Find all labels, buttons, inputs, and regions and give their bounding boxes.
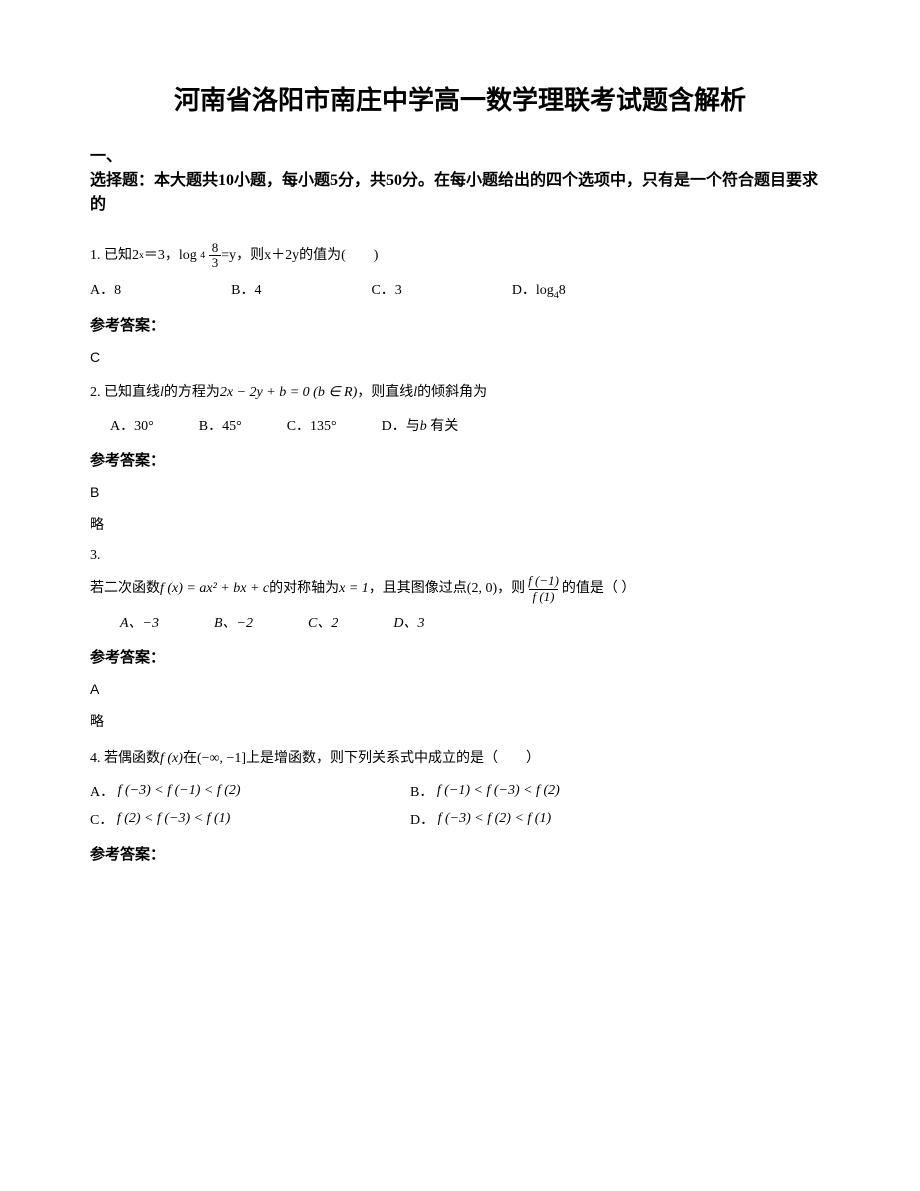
q1-log-expr: log 4 8 3 =y [179, 241, 236, 271]
question-4-text: 4. 若偶函数 f (x) 在 (−∞, −1] 上是增函数，则下列关系式中成立… [90, 745, 830, 773]
q3-optD: D、3 [393, 612, 424, 632]
answer-label-1: 参考答案： [90, 314, 830, 335]
q2-optD-var: b [420, 419, 427, 434]
q4-optB-label: B． [410, 781, 433, 801]
question-3: 若二次函数 f (x) = ax² + bx + c 的对称轴为 x = 1 ，… [90, 574, 830, 604]
q3-sym: x = 1 [339, 575, 369, 603]
q1-prefix: 1. 已知2 [90, 242, 139, 270]
q1-frac: 8 3 [209, 241, 222, 271]
answer-label-3: 参考答案： [90, 646, 830, 667]
q2-mid1: 的方程为 [164, 379, 220, 407]
question-2-text: 2. 已知直线 l 的方程为 2x − 2y + b = 0 (b ∈ R) ，… [90, 379, 830, 407]
q4-optC-val: f (2) < f (−3) < f (1) [117, 811, 230, 827]
q4-optC: C． f (2) < f (−3) < f (1) [90, 809, 370, 829]
question-1-text: 1. 已知2x＝3， log 4 8 3 =y ，则x＋2y的值为( ) [90, 241, 830, 271]
answer-1: C [90, 349, 830, 365]
q4-mid1: 在 [183, 745, 197, 773]
q2-optB: B．45° [199, 415, 242, 435]
q2-optA-label: A． [110, 419, 134, 434]
q2-optC-label: C． [287, 419, 310, 434]
q2-suffix: 的倾斜角为 [417, 379, 487, 407]
q2-optD-label: D．与 [382, 419, 420, 434]
q3-fx: f (x) = ax² + bx + c [160, 575, 269, 603]
q3-frac-num: f (−1) [525, 574, 562, 588]
q4-optB: B． f (−1) < f (−3) < f (2) [410, 781, 690, 801]
q2-optB-label: B． [199, 419, 222, 434]
q3-optC: C、2 [308, 612, 338, 632]
q4-optD-val: f (−3) < f (2) < f (1) [438, 811, 551, 827]
q3-optA: A、−3 [120, 612, 159, 632]
q4-optA: A． f (−3) < f (−1) < f (2) [90, 781, 370, 801]
answer-label-2: 参考答案： [90, 449, 830, 470]
question-2: 2. 已知直线 l 的方程为 2x − 2y + b = 0 (b ∈ R) ，… [90, 379, 830, 407]
q4-prefix: 4. 若偶函数 [90, 745, 160, 773]
q4-optD: D． f (−3) < f (2) < f (1) [410, 809, 690, 829]
q1-optB: B．4 [231, 279, 261, 301]
q3-frac: f (−1) f (1) [525, 574, 562, 604]
q1-optC: C．3 [371, 279, 401, 301]
answer-label-4: 参考答案： [90, 843, 830, 864]
q2-optA: A．30° [110, 415, 154, 435]
q3-frac-den: f (1) [529, 589, 557, 604]
q4-optC-label: C． [90, 809, 113, 829]
answer-3: A [90, 681, 830, 697]
q2-options: A．30° B．45° C．135° D．与b 有关 [90, 415, 830, 435]
q4-interval: (−∞, −1] [197, 745, 246, 773]
q1-options: A．8 B．4 C．3 D．log48 [90, 279, 830, 301]
q2-eq: 2x − 2y + b = 0 (b ∈ R) [220, 379, 357, 407]
answer-2-note: 略 [90, 514, 830, 534]
q1-mid1: ＝3， [144, 242, 179, 270]
section-number: 一、 [90, 148, 122, 165]
section-desc: 选择题：本大题共10小题，每小题5分，共50分。在每小题给出的四个选项中，只有是… [90, 172, 818, 213]
q3-optB: B、−2 [214, 612, 253, 632]
q1-suffix: ，则x＋2y的值为( ) [236, 242, 378, 270]
q1-optD-post: 8 [559, 283, 566, 298]
q2-optC-val: 135° [310, 419, 337, 434]
question-1: 1. 已知2x＝3， log 4 8 3 =y ，则x＋2y的值为( ) [90, 241, 830, 271]
q3-options: A、−3 B、−2 C、2 D、3 [90, 612, 830, 632]
question-4: 4. 若偶函数 f (x) 在 (−∞, −1] 上是增函数，则下列关系式中成立… [90, 745, 830, 773]
q3-suffix: 的值是（ ） [562, 575, 636, 603]
q2-optB-val: 45° [222, 419, 242, 434]
q4-optB-val: f (−1) < f (−3) < f (2) [437, 783, 560, 799]
q2-optD: D．与b 有关 [382, 415, 459, 435]
q1-eq: =y [221, 242, 236, 270]
section-header: 一、 选择题：本大题共10小题，每小题5分，共50分。在每小题给出的四个选项中，… [90, 145, 830, 217]
q1-optD: D．log48 [512, 279, 566, 301]
q2-prefix: 2. 已知直线 [90, 379, 160, 407]
q2-optC: C．135° [287, 415, 337, 435]
question-3-text: 若二次函数 f (x) = ax² + bx + c 的对称轴为 x = 1 ，… [90, 574, 830, 604]
q4-suffix: 上是增函数，则下列关系式中成立的是（ ） [246, 745, 540, 773]
q1-optA: A．8 [90, 279, 121, 301]
q1-log-base: 4 [200, 246, 205, 266]
q1-frac-num: 8 [209, 241, 222, 255]
q4-optD-label: D． [410, 809, 434, 829]
q4-options: A． f (−3) < f (−1) < f (2) B． f (−1) < f… [90, 781, 830, 829]
page-title: 河南省洛阳市南庄中学高一数学理联考试题含解析 [90, 80, 830, 117]
q2-optA-val: 30° [134, 419, 154, 434]
answer-2: B [90, 484, 830, 500]
q3-mid2: ，且其图像过点 [369, 575, 467, 603]
answer-3-note: 略 [90, 711, 830, 731]
q4-optA-label: A． [90, 781, 114, 801]
q3-prefix: 若二次函数 [90, 575, 160, 603]
q2-optD-post: 有关 [427, 419, 459, 434]
q3-pt: (2, 0) [467, 575, 497, 603]
q3-mid1: 的对称轴为 [269, 575, 339, 603]
q4-fx: f (x) [160, 745, 183, 773]
q2-mid2: ，则直线 [357, 379, 413, 407]
q4-optA-val: f (−3) < f (−1) < f (2) [118, 783, 241, 799]
q1-optD-pre: D．log [512, 283, 554, 298]
q3-mid3: ，则 [497, 575, 525, 603]
q3-num: 3. [90, 548, 830, 564]
q1-frac-den: 3 [209, 255, 222, 270]
